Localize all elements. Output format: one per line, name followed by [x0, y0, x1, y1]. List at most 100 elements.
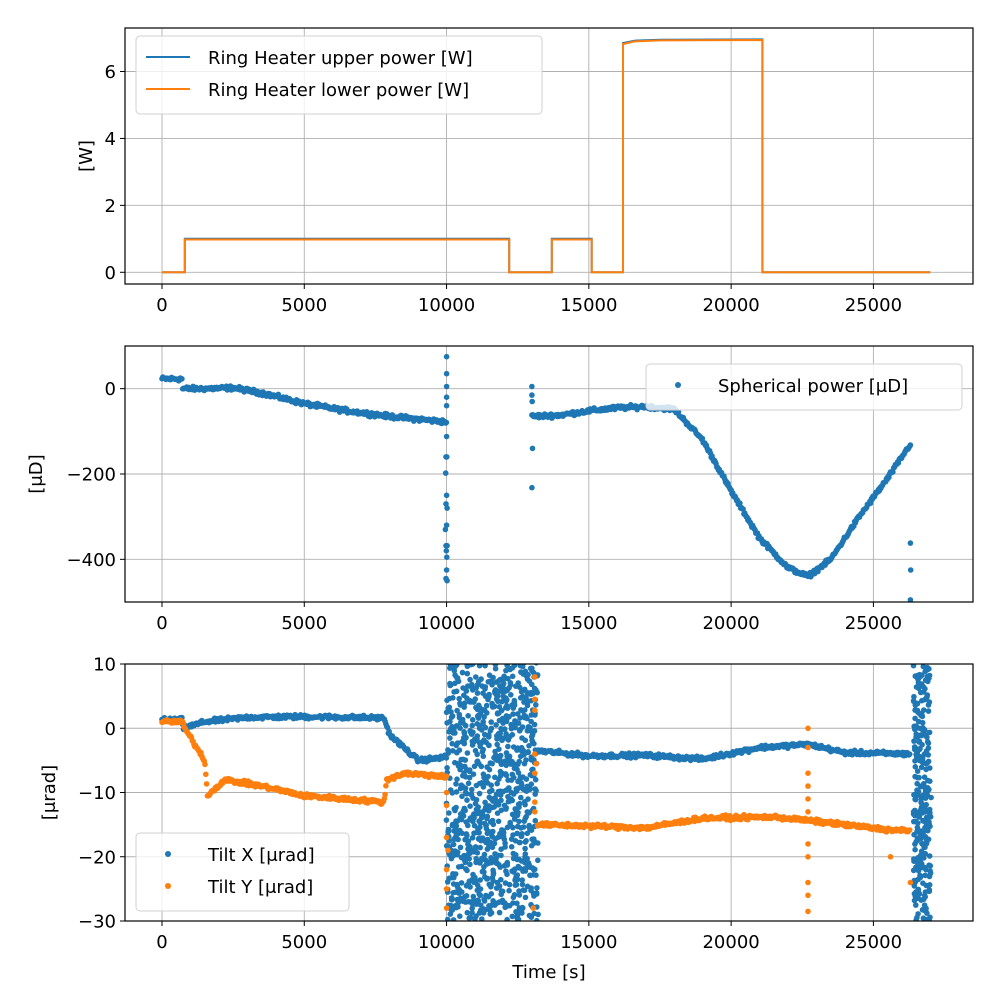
data-point — [517, 652, 523, 658]
data-point — [466, 767, 473, 773]
data-point — [443, 492, 450, 499]
data-point — [456, 711, 463, 718]
data-point — [527, 786, 533, 792]
data-point — [805, 809, 811, 815]
data-point — [472, 653, 478, 659]
x-tick-label: 25000 — [845, 932, 902, 953]
data-point — [907, 540, 914, 546]
data-point — [457, 844, 464, 851]
data-point — [927, 823, 933, 830]
data-point — [916, 650, 922, 656]
plot-area — [162, 38, 931, 274]
data-point — [515, 680, 521, 686]
data-point — [486, 734, 492, 740]
data-point — [179, 376, 185, 382]
data-point — [533, 664, 539, 666]
data-point — [515, 916, 522, 921]
x-tick-label: 5000 — [281, 613, 327, 634]
data-point — [454, 647, 460, 653]
data-point — [514, 876, 520, 882]
data-point — [504, 705, 511, 711]
legend-label: Tilt X [μrad] — [207, 845, 315, 866]
data-point — [452, 730, 458, 736]
data-point — [494, 651, 500, 657]
x-tick-label: 15000 — [560, 295, 617, 316]
legend-label: Ring Heater lower power [W] — [208, 80, 469, 101]
data-point — [486, 766, 493, 773]
data-point — [443, 567, 450, 573]
data-point — [489, 760, 496, 767]
data-point — [488, 910, 495, 916]
data-point — [503, 805, 510, 811]
data-point — [532, 791, 538, 797]
data-point — [529, 383, 535, 390]
series-line — [162, 38, 931, 274]
data-point — [927, 870, 934, 876]
data-point — [529, 681, 535, 688]
data-point — [490, 821, 497, 828]
data-point — [497, 864, 504, 870]
data-point — [455, 647, 461, 653]
data-point — [469, 637, 475, 643]
data-point — [925, 836, 932, 843]
data-point — [915, 868, 922, 874]
data-point — [484, 814, 491, 820]
data-point — [922, 806, 929, 812]
y-tick-label: 2 — [105, 196, 116, 217]
data-point — [462, 757, 469, 763]
data-point — [445, 640, 451, 646]
data-point — [518, 794, 524, 801]
data-point — [527, 649, 533, 655]
data-point — [494, 780, 501, 787]
legend-box — [135, 832, 350, 912]
data-point — [522, 845, 528, 852]
data-point — [495, 693, 501, 699]
data-point — [459, 716, 466, 723]
y-tick-label: 6 — [105, 62, 116, 83]
data-point — [913, 902, 919, 908]
data-point — [914, 700, 921, 707]
data-point — [459, 793, 465, 800]
data-point — [525, 637, 531, 643]
data-point — [533, 891, 540, 897]
data-point — [915, 911, 921, 917]
data-point — [469, 786, 475, 793]
data-point — [519, 782, 525, 788]
data-point — [923, 801, 929, 808]
legend-label: Spherical power [μD] — [718, 376, 908, 397]
data-point — [492, 664, 499, 668]
data-point — [490, 878, 496, 884]
data-point — [450, 841, 457, 848]
data-point — [922, 872, 928, 879]
data-point — [450, 652, 456, 658]
axes-frame — [124, 345, 974, 603]
data-point — [503, 762, 510, 769]
data-point — [477, 892, 484, 899]
data-point — [463, 893, 470, 899]
data-point — [495, 688, 501, 695]
data-point — [517, 643, 523, 649]
subplot-2: 0 5000 10000 15000 20000 25000 0 −200 −400 [μD] Sp… — [26, 345, 974, 634]
data-point — [499, 888, 506, 895]
data-point — [532, 696, 538, 703]
data-point — [925, 745, 932, 751]
legend: Tilt X [μrad] Tilt Y [μrad] — [135, 832, 350, 912]
series-spherical-power-d- — [159, 353, 914, 602]
data-point — [486, 644, 492, 650]
data-point — [912, 846, 918, 853]
data-point — [526, 743, 532, 749]
data-point — [912, 796, 918, 802]
data-point — [497, 752, 504, 759]
data-point — [461, 729, 467, 735]
data-point — [917, 874, 924, 881]
data-point — [464, 664, 467, 665]
data-point — [531, 685, 538, 692]
data-point — [452, 871, 459, 877]
data-point — [533, 640, 539, 646]
data-point — [532, 799, 538, 805]
y-tick-label: −30 — [78, 912, 116, 933]
data-point — [488, 725, 495, 732]
data-point — [513, 655, 519, 661]
data-point — [531, 740, 537, 747]
data-point — [919, 672, 925, 678]
